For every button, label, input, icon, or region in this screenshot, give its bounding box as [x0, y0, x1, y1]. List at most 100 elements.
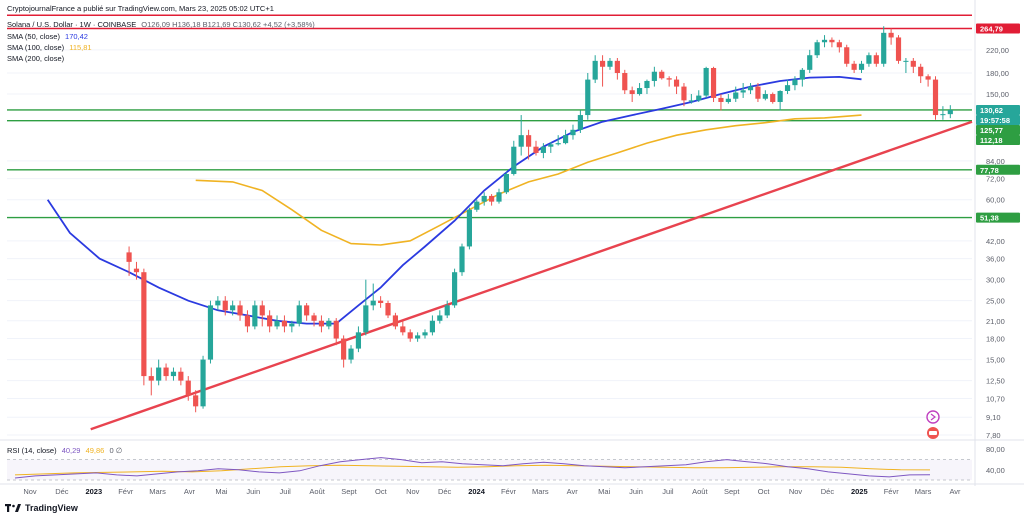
candle[interactable] [489, 194, 495, 206]
candle[interactable] [703, 66, 709, 98]
symbol-name[interactable]: Solana / U.S. Dollar · 1W · COINBASE [7, 20, 137, 29]
candle[interactable] [259, 300, 265, 327]
candle[interactable] [585, 73, 591, 120]
candle[interactable] [762, 90, 768, 101]
candle[interactable] [230, 300, 236, 316]
candle[interactable] [548, 141, 554, 153]
candle[interactable] [215, 296, 221, 311]
candle[interactable] [607, 58, 613, 70]
candle[interactable] [444, 300, 450, 319]
candle[interactable] [814, 39, 820, 59]
tradingview-footer[interactable]: TradingView [5, 503, 78, 513]
candle[interactable] [622, 69, 628, 95]
candle[interactable] [237, 300, 243, 321]
candle[interactable] [570, 124, 576, 140]
candle[interactable] [222, 296, 228, 316]
candle[interactable] [932, 76, 939, 120]
candle[interactable] [333, 318, 339, 346]
candle[interactable] [437, 310, 443, 324]
candle[interactable] [718, 94, 724, 111]
candle[interactable] [378, 296, 384, 308]
candle[interactable] [710, 66, 717, 102]
candle[interactable] [407, 329, 413, 342]
candle[interactable] [651, 66, 657, 87]
candle[interactable] [133, 261, 140, 280]
candle[interactable] [503, 172, 509, 195]
candle[interactable] [400, 320, 406, 336]
candle[interactable] [526, 129, 532, 160]
candle[interactable] [185, 376, 191, 401]
candle[interactable] [755, 83, 761, 102]
candle[interactable] [910, 58, 916, 74]
candle[interactable] [858, 60, 865, 74]
candle[interactable] [540, 143, 546, 159]
candle[interactable] [777, 90, 783, 111]
candle[interactable] [452, 268, 458, 308]
candle[interactable] [341, 335, 347, 368]
candle[interactable] [355, 326, 362, 353]
candle[interactable] [511, 140, 517, 176]
candle[interactable] [733, 86, 739, 102]
rsi-legend[interactable]: RSI (14, close) 40,29 49,86 0 ∅ [7, 446, 125, 456]
candle[interactable] [385, 300, 391, 319]
candle[interactable] [267, 310, 273, 333]
candle[interactable] [918, 63, 924, 84]
sma100-legend[interactable]: SMA (100, close) 115,81 [7, 43, 95, 53]
candle[interactable] [895, 35, 902, 64]
candle[interactable] [873, 52, 879, 67]
candle[interactable] [170, 367, 177, 381]
candle[interactable] [696, 90, 702, 102]
candle[interactable] [193, 390, 199, 413]
candle[interactable] [207, 300, 214, 364]
sma50-legend[interactable]: SMA (50, close) 170,42 [7, 32, 91, 42]
candle[interactable] [599, 55, 606, 87]
candle[interactable] [141, 268, 147, 386]
candle[interactable] [156, 359, 162, 386]
candle[interactable] [429, 315, 435, 336]
candle[interactable] [481, 192, 487, 206]
candle[interactable] [866, 52, 872, 67]
candle[interactable] [363, 279, 369, 336]
candle[interactable] [326, 318, 332, 330]
candle[interactable] [370, 283, 376, 311]
candle[interactable] [163, 363, 169, 381]
candle[interactable] [200, 355, 206, 409]
candle[interactable] [562, 129, 569, 145]
candle[interactable] [644, 79, 650, 95]
candle[interactable] [244, 310, 251, 333]
candle[interactable] [274, 315, 280, 330]
candle[interactable] [318, 315, 325, 333]
candle[interactable] [799, 67, 805, 87]
candle[interactable] [821, 35, 828, 48]
candle[interactable] [614, 58, 620, 80]
candle[interactable] [518, 115, 524, 156]
candle[interactable] [178, 367, 184, 386]
candle[interactable] [666, 76, 672, 87]
candle[interactable] [851, 60, 857, 74]
candle[interactable] [681, 83, 687, 107]
candle[interactable] [422, 329, 428, 339]
candle[interactable] [770, 92, 776, 104]
candle[interactable] [126, 246, 132, 276]
candle[interactable] [252, 300, 258, 330]
candle[interactable] [659, 69, 665, 80]
candle[interactable] [459, 243, 465, 276]
candle[interactable] [555, 135, 561, 146]
candle[interactable] [466, 207, 472, 250]
candle[interactable] [747, 83, 754, 95]
candle[interactable] [289, 320, 295, 333]
candle[interactable] [415, 332, 421, 342]
candle[interactable] [688, 94, 694, 104]
sma200-legend[interactable]: SMA (200, close) [7, 54, 67, 64]
symbol-line[interactable]: Solana / U.S. Dollar · 1W · COINBASE O12… [7, 20, 318, 30]
events-icon[interactable] [926, 410, 940, 424]
candle[interactable] [725, 94, 731, 104]
candle[interactable] [881, 26, 887, 67]
candle[interactable] [888, 28, 894, 45]
candle[interactable] [592, 55, 598, 84]
candle[interactable] [304, 303, 310, 321]
candle[interactable] [636, 83, 643, 96]
candle[interactable] [474, 199, 480, 212]
candle[interactable] [807, 49, 813, 74]
